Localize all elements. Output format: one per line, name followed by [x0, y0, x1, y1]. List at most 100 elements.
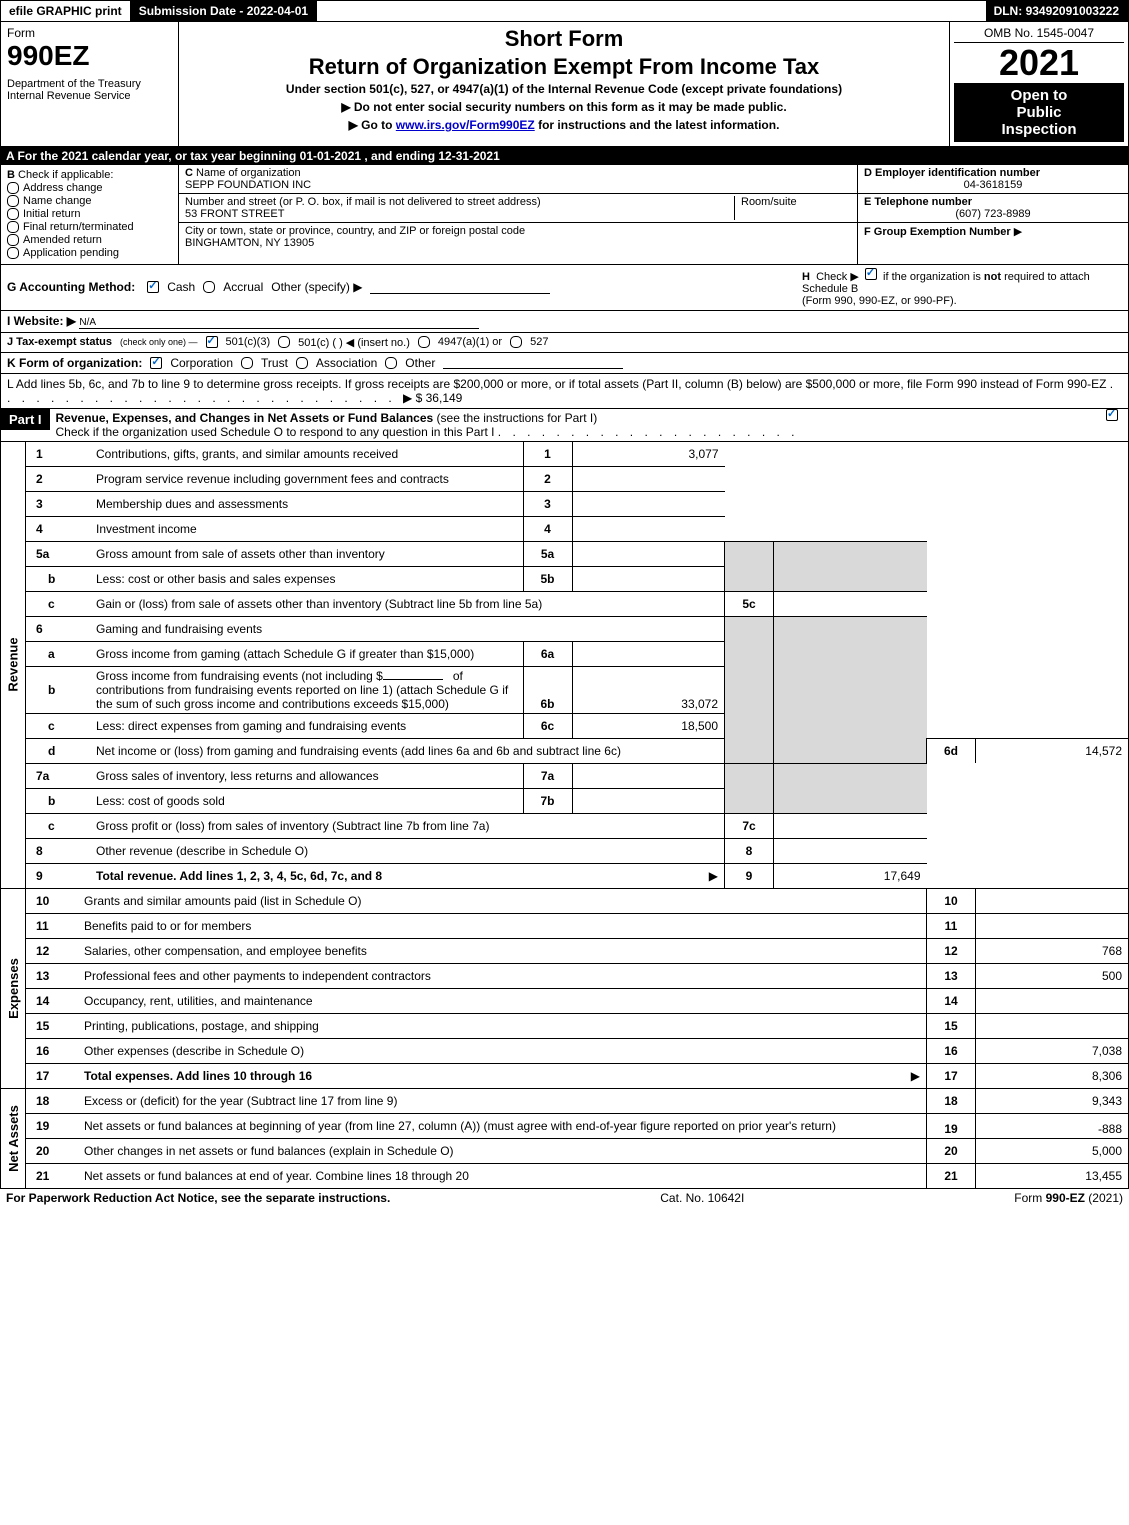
- checkbox-schedule-b-not-required[interactable]: [865, 268, 877, 280]
- page-footer: For Paperwork Reduction Act Notice, see …: [0, 1189, 1129, 1207]
- net-assets-section: Net Assets 18Excess or (deficit) for the…: [0, 1089, 1129, 1189]
- section-b: B Check if applicable: Address change Na…: [1, 165, 179, 264]
- part-1-header: Part I Revenue, Expenses, and Changes in…: [0, 409, 1129, 442]
- checkbox-cash[interactable]: [147, 281, 159, 293]
- line-11: 11Benefits paid to or for members11: [26, 913, 1128, 938]
- line-7b: bLess: cost of goods sold7b: [26, 788, 1128, 813]
- expenses-table: 10Grants and similar amounts paid (list …: [26, 889, 1128, 1088]
- form-word: Form: [7, 26, 172, 40]
- checkbox-schedule-o-part1[interactable]: [1106, 409, 1118, 421]
- footer-center: Cat. No. 10642I: [660, 1191, 744, 1205]
- line-20: 20Other changes in net assets or fund ba…: [26, 1138, 1128, 1163]
- checkbox-association[interactable]: [296, 357, 308, 369]
- form-number: 990EZ: [7, 40, 172, 72]
- open-public-inspection: Open to Public Inspection: [954, 83, 1124, 142]
- org-name: SEPP FOUNDATION INC: [185, 179, 311, 191]
- checkbox-application-pending[interactable]: [7, 247, 19, 259]
- phone-number: (607) 723-8989: [864, 208, 1122, 220]
- net-assets-side-label: Net Assets: [1, 1089, 26, 1188]
- checkbox-address-change[interactable]: [7, 182, 19, 194]
- checkbox-corporation[interactable]: [150, 357, 162, 369]
- section-j-tax-exempt: J Tax-exempt status (check only one) — 5…: [0, 333, 1129, 353]
- checkbox-amended-return[interactable]: [7, 234, 19, 246]
- line-18: 18Excess or (deficit) for the year (Subt…: [26, 1089, 1128, 1114]
- line-15: 15Printing, publications, postage, and s…: [26, 1013, 1128, 1038]
- line-12: 12Salaries, other compensation, and empl…: [26, 938, 1128, 963]
- checkbox-accrual[interactable]: [203, 281, 215, 293]
- dept-treasury: Department of the Treasury: [7, 78, 172, 90]
- line-5b: bLess: cost or other basis and sales exp…: [26, 566, 1128, 591]
- expenses-section: Expenses 10Grants and similar amounts pa…: [0, 889, 1129, 1089]
- room-suite-label: Room/suite: [734, 196, 851, 220]
- header-left: Form 990EZ Department of the Treasury In…: [1, 22, 179, 146]
- checkbox-501c3[interactable]: [206, 336, 218, 348]
- org-street: 53 FRONT STREET: [185, 208, 284, 220]
- checkbox-501c[interactable]: [278, 336, 290, 348]
- line-9: 9Total revenue. Add lines 1, 2, 3, 4, 5c…: [26, 863, 1128, 888]
- irs-label: Internal Revenue Service: [7, 90, 172, 102]
- part-1-label: Part I: [1, 409, 50, 430]
- header-right: OMB No. 1545-0047 2021 Open to Public In…: [949, 22, 1128, 146]
- form-header: Form 990EZ Department of the Treasury In…: [0, 22, 1129, 147]
- section-a-tax-year: A For the 2021 calendar year, or tax yea…: [0, 147, 1129, 165]
- checkbox-4947a1[interactable]: [418, 336, 430, 348]
- org-city: BINGHAMTON, NY 13905: [185, 237, 314, 249]
- line-10: 10Grants and similar amounts paid (list …: [26, 889, 1128, 914]
- line-8: 8Other revenue (describe in Schedule O)8: [26, 838, 1128, 863]
- top-bar: efile GRAPHIC print Submission Date - 20…: [0, 0, 1129, 22]
- gross-receipts-amount: $ 36,149: [416, 391, 463, 405]
- line-6a: aGross income from gaming (attach Schedu…: [26, 641, 1128, 666]
- section-l-gross-receipts: L Add lines 5b, 6c, and 7b to line 9 to …: [0, 374, 1129, 409]
- line-17: 17Total expenses. Add lines 10 through 1…: [26, 1063, 1128, 1088]
- header-center: Short Form Return of Organization Exempt…: [179, 22, 949, 146]
- line-3: 3Membership dues and assessments3: [26, 491, 1128, 516]
- website-value: N/A: [79, 317, 479, 329]
- footer-left: For Paperwork Reduction Act Notice, see …: [6, 1191, 390, 1205]
- submission-date: Submission Date - 2022-04-01: [131, 1, 317, 21]
- line-7c: cGross profit or (loss) from sales of in…: [26, 813, 1128, 838]
- net-assets-table: 18Excess or (deficit) for the year (Subt…: [26, 1089, 1128, 1188]
- line-6: 6Gaming and fundraising events: [26, 616, 1128, 641]
- checkbox-name-change[interactable]: [7, 195, 19, 207]
- checkbox-final-return[interactable]: [7, 221, 19, 233]
- line-4: 4Investment income4: [26, 516, 1128, 541]
- revenue-side-label: Revenue: [1, 442, 26, 888]
- omb-number: OMB No. 1545-0047: [954, 26, 1124, 43]
- form-subtitle: Under section 501(c), 527, or 4947(a)(1)…: [185, 82, 943, 96]
- org-info-block: B Check if applicable: Address change Na…: [0, 165, 1129, 265]
- section-k-form-org: K Form of organization: Corporation Trus…: [0, 353, 1129, 374]
- line-5a: 5aGross amount from sale of assets other…: [26, 541, 1128, 566]
- section-c: C Name of organization SEPP FOUNDATION I…: [179, 165, 857, 264]
- ein: 04-3618159: [864, 179, 1122, 191]
- line-2: 2Program service revenue including gover…: [26, 466, 1128, 491]
- checkbox-other-org[interactable]: [385, 357, 397, 369]
- form-title: Return of Organization Exempt From Incom…: [185, 54, 943, 80]
- expenses-side-label: Expenses: [1, 889, 26, 1088]
- section-g-h: G Accounting Method: Cash Accrual Other …: [0, 265, 1129, 311]
- section-d-e-f: D Employer identification number 04-3618…: [857, 165, 1128, 264]
- ssn-warning: ▶ Do not enter social security numbers o…: [185, 100, 943, 114]
- line-21: 21Net assets or fund balances at end of …: [26, 1163, 1128, 1188]
- line-14: 14Occupancy, rent, utilities, and mainte…: [26, 988, 1128, 1013]
- revenue-section: Revenue 1Contributions, gifts, grants, a…: [0, 442, 1129, 889]
- line-13: 13Professional fees and other payments t…: [26, 963, 1128, 988]
- line-19: 19Net assets or fund balances at beginni…: [26, 1113, 1128, 1138]
- dln-label: DLN: 93492091003222: [986, 1, 1128, 21]
- line-16: 16Other expenses (describe in Schedule O…: [26, 1038, 1128, 1063]
- section-i-website: I Website: ▶ N/A: [0, 311, 1129, 333]
- line-5c: cGain or (loss) from sale of assets othe…: [26, 591, 1128, 616]
- instructions-link-line: ▶ Go to www.irs.gov/Form990EZ for instru…: [185, 118, 943, 132]
- checkbox-trust[interactable]: [241, 357, 253, 369]
- revenue-table: 1Contributions, gifts, grants, and simil…: [26, 442, 1128, 888]
- line-6b: bGross income from fundraising events (n…: [26, 666, 1128, 713]
- tax-year: 2021: [954, 43, 1124, 83]
- line-6d: dNet income or (loss) from gaming and fu…: [26, 738, 1128, 763]
- irs-link[interactable]: www.irs.gov/Form990EZ: [396, 118, 535, 132]
- footer-right: Form 990-EZ (2021): [1014, 1191, 1123, 1205]
- line-1: 1Contributions, gifts, grants, and simil…: [26, 442, 1128, 467]
- line-6c: cLess: direct expenses from gaming and f…: [26, 713, 1128, 738]
- checkbox-527[interactable]: [510, 336, 522, 348]
- checkbox-initial-return[interactable]: [7, 208, 19, 220]
- short-form-title: Short Form: [185, 26, 943, 52]
- topbar-spacer: [317, 1, 985, 21]
